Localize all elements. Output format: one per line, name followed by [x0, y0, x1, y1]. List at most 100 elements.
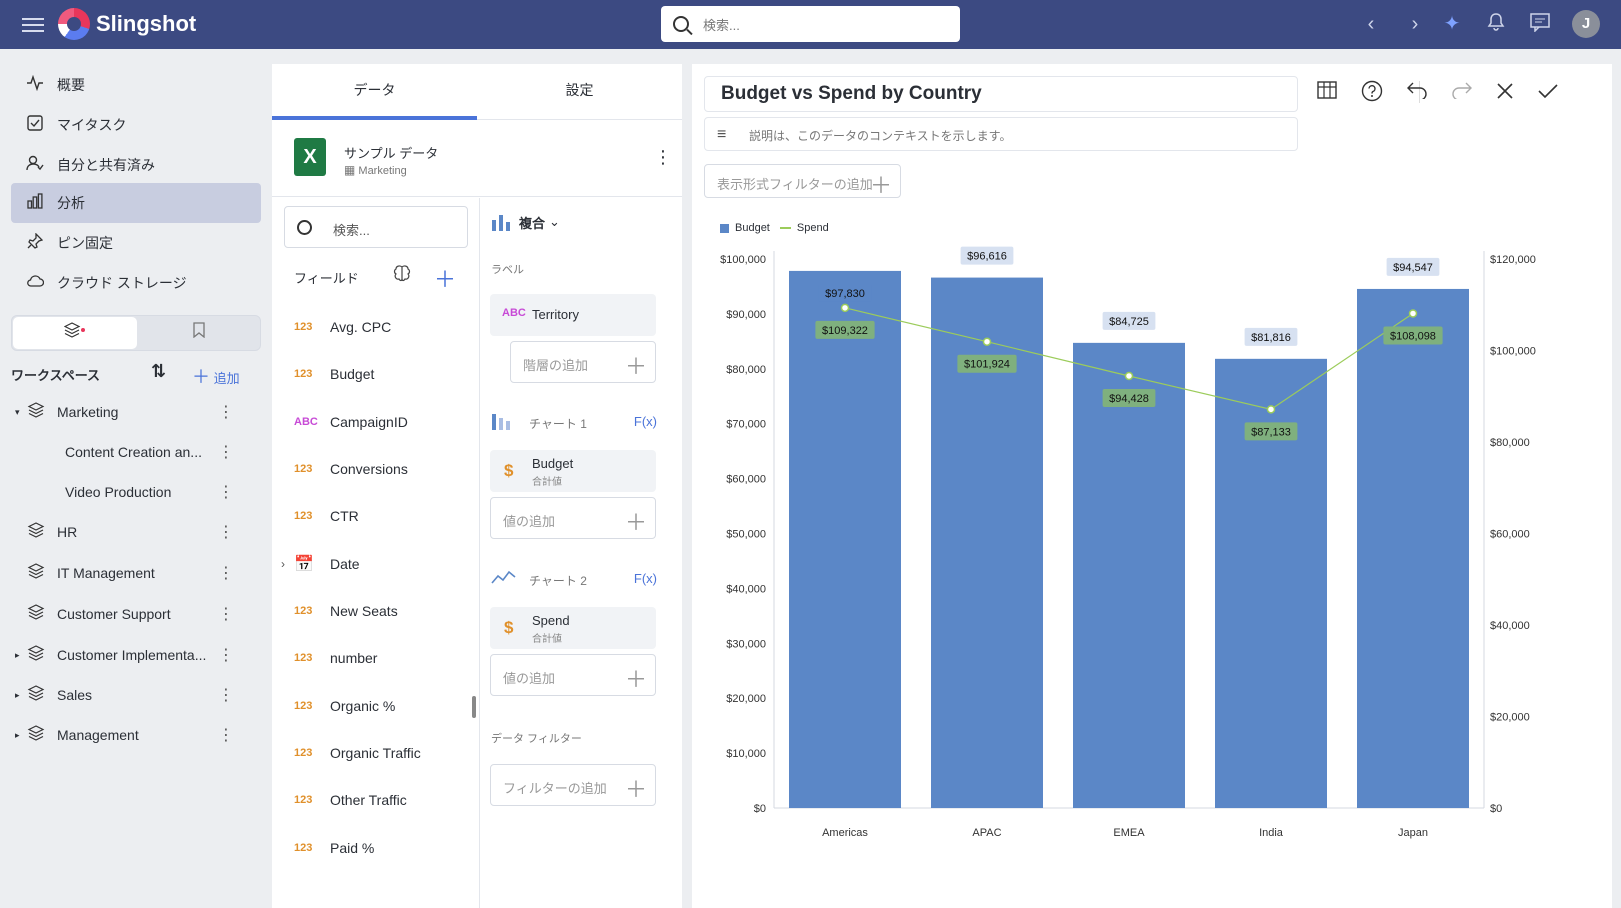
- field-item[interactable]: 123 Other Traffic: [272, 778, 478, 822]
- close-icon[interactable]: [1492, 80, 1518, 106]
- legend-item-budget[interactable]: Budget: [720, 222, 770, 234]
- field-item[interactable]: 123 New Seats: [272, 589, 478, 633]
- add-value-button[interactable]: 値の追加 ＋: [490, 497, 656, 539]
- tab-bookmarks[interactable]: [137, 317, 261, 349]
- nav-item-analytics[interactable]: 分析: [11, 183, 261, 223]
- nav-item-overview[interactable]: 概要: [11, 65, 261, 105]
- workspace-item-sales[interactable]: ▸ Sales ⋮: [11, 678, 261, 712]
- number-type-icon: 123: [294, 747, 313, 759]
- data-label-spend-bg: [1383, 326, 1443, 345]
- field-search-input[interactable]: 検索...: [284, 206, 468, 248]
- app-logo[interactable]: Slingshot: [58, 8, 196, 40]
- nav-item-pinned[interactable]: ピン固定: [11, 223, 261, 263]
- workspace-item-customer-implementation[interactable]: ▸ Customer Implementa... ⋮: [11, 638, 261, 672]
- more-vertical-icon[interactable]: ⋮: [218, 727, 234, 744]
- nav-item-cloud-storage[interactable]: クラウド ストレージ: [11, 263, 261, 303]
- tab-data[interactable]: データ: [272, 64, 477, 120]
- fx-button[interactable]: F(x): [633, 414, 657, 429]
- check-icon[interactable]: [1535, 80, 1561, 106]
- workspace-item-content-creation[interactable]: Content Creation an... ⋮: [11, 435, 261, 469]
- workspace-item-video-production[interactable]: Video Production ⋮: [11, 475, 261, 509]
- table-view-icon[interactable]: [1314, 80, 1340, 106]
- task-icon: [25, 115, 45, 135]
- more-vertical-icon[interactable]: ⋮: [218, 647, 234, 664]
- global-search-input[interactable]: 検索...: [661, 6, 960, 42]
- chevron-right-icon[interactable]: ›: [281, 557, 285, 571]
- combo-chart-icon: [492, 215, 510, 231]
- global-search-placeholder: 検索...: [703, 17, 740, 33]
- y-right-tick-label: $40,000: [1490, 620, 1530, 632]
- field-item[interactable]: 123 CTR: [272, 494, 478, 538]
- notification-bell-icon[interactable]: [1484, 12, 1508, 36]
- field-item[interactable]: 123 Budget: [272, 352, 478, 396]
- layers-icon: [25, 562, 47, 584]
- brain-icon[interactable]: [392, 264, 412, 289]
- datasource-name: サンプル データ: [344, 146, 439, 161]
- workspace-item-management[interactable]: ▸ Management ⋮: [11, 718, 261, 752]
- add-workspace-label: 追加: [213, 371, 240, 386]
- back-arrow-icon[interactable]: ‹: [1367, 13, 1375, 35]
- chart1-header: チャート 1 F(x): [491, 410, 657, 436]
- label-field-pill[interactable]: ABC Territory: [490, 294, 656, 336]
- hamburger-menu-icon[interactable]: [22, 14, 44, 34]
- field-item[interactable]: 123 Organic %: [272, 684, 478, 728]
- field-item[interactable]: 123 Conversions: [272, 447, 478, 491]
- fx-button[interactable]: F(x): [633, 571, 657, 586]
- x-tick-label: Japan: [1398, 827, 1428, 839]
- caret-right-icon[interactable]: ▸: [15, 729, 20, 740]
- field-item[interactable]: ABC CampaignID: [272, 400, 478, 444]
- field-item[interactable]: 123 Paid %: [272, 826, 478, 870]
- tab-settings[interactable]: 設定: [565, 82, 594, 98]
- chart1-value-pill[interactable]: $ Budget 合計値: [490, 450, 656, 492]
- caret-down-icon[interactable]: ▾: [15, 406, 20, 417]
- ai-sparkle-icon[interactable]: ✦: [1443, 13, 1461, 35]
- viz-type-dropdown[interactable]: 複合 ⌄: [491, 212, 560, 232]
- workspace-item-it-management[interactable]: IT Management ⋮: [11, 556, 261, 590]
- redo-icon[interactable]: [1448, 80, 1474, 106]
- nav-item-my-tasks[interactable]: マイタスク: [11, 105, 261, 145]
- user-avatar[interactable]: J: [1572, 10, 1600, 38]
- more-vertical-icon[interactable]: ⋮: [218, 565, 234, 582]
- add-field-plus-icon[interactable]: ＋: [434, 267, 457, 292]
- forward-arrow-icon[interactable]: ›: [1411, 13, 1419, 35]
- more-vertical-icon[interactable]: ⋮: [218, 687, 234, 704]
- add-filter-button[interactable]: フィルターの追加 ＋: [490, 764, 656, 806]
- workspace-item-customer-support[interactable]: Customer Support ⋮: [11, 597, 261, 631]
- more-vertical-icon[interactable]: ⋮: [218, 444, 234, 461]
- more-vertical-icon[interactable]: ⋮: [218, 524, 234, 541]
- field-name: CampaignID: [330, 414, 408, 430]
- panel-resize-handle[interactable]: [472, 696, 476, 718]
- field-item[interactable]: 123 Avg. CPC: [272, 305, 478, 349]
- chart2-value-pill[interactable]: $ Spend 合計値: [490, 607, 656, 649]
- sort-arrows-icon[interactable]: ⇅: [151, 361, 167, 381]
- field-item[interactable]: 123 number: [272, 636, 478, 680]
- legend-item-spend[interactable]: Spend: [779, 222, 829, 234]
- more-vertical-icon[interactable]: ⋮: [654, 147, 672, 167]
- datasource-header[interactable]: X サンプル データ ▦ Marketing ⋮: [272, 121, 682, 197]
- add-hierarchy-button[interactable]: 階層の追加 ＋: [510, 341, 656, 383]
- y-left-tick-label: $40,000: [726, 583, 766, 595]
- workspace-item-marketing[interactable]: ▾ Marketing ⋮: [11, 395, 261, 429]
- more-vertical-icon[interactable]: ⋮: [218, 404, 234, 421]
- field-item[interactable]: 123 Organic Traffic: [272, 731, 478, 775]
- tab-workspaces[interactable]: [13, 317, 137, 349]
- caret-right-icon[interactable]: ▸: [15, 689, 20, 700]
- field-item-date[interactable]: › 📅 Date: [272, 542, 478, 586]
- more-vertical-icon[interactable]: ⋮: [218, 606, 234, 623]
- undo-icon[interactable]: [1405, 80, 1431, 106]
- caret-right-icon[interactable]: ▸: [15, 649, 20, 660]
- add-workspace-button[interactable]: ＋ 追加: [192, 363, 240, 389]
- more-vertical-icon[interactable]: ⋮: [218, 484, 234, 501]
- help-icon[interactable]: [1359, 80, 1385, 106]
- workspace-item-hr[interactable]: HR ⋮: [11, 515, 261, 549]
- chat-icon[interactable]: [1528, 12, 1552, 36]
- data-editor-panel: データ 設定 X サンプル データ ▦ Marketing ⋮ 検索... フィ…: [272, 64, 682, 908]
- nav-item-shared-with-me[interactable]: 自分と共有済み: [11, 145, 261, 185]
- add-value-button[interactable]: 値の追加 ＋: [490, 654, 656, 696]
- add-view-filter-button[interactable]: 表示形式フィルターの追加 ＋: [704, 164, 901, 198]
- chart-description-input[interactable]: ≡ 説明は、このデータのコンテキストを示します。: [704, 117, 1298, 151]
- plus-icon: ＋: [624, 777, 647, 802]
- chart-title-input[interactable]: Budget vs Spend by Country: [704, 76, 1298, 112]
- y-left-tick-label: $30,000: [726, 638, 766, 650]
- y-left-tick-label: $20,000: [726, 693, 766, 705]
